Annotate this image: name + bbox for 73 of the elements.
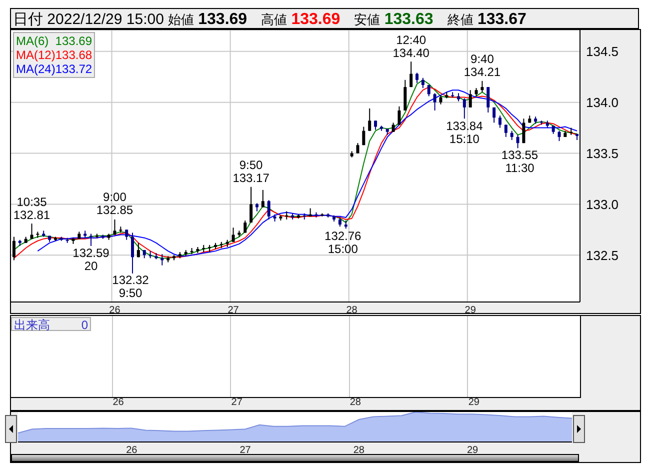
text: 高値 133.69 bbox=[261, 11, 340, 28]
candlestick bbox=[392, 122, 395, 132]
candlestick bbox=[462, 98, 466, 120]
text: 安値 133.63 bbox=[354, 11, 434, 28]
candlestick bbox=[90, 233, 93, 246]
annotation: 132.59 20 bbox=[72, 246, 110, 273]
candlestick bbox=[433, 92, 436, 111]
candlestick bbox=[267, 200, 270, 220]
candlestick bbox=[492, 106, 496, 124]
x-tick-label: 27 bbox=[228, 305, 240, 316]
candlestick bbox=[125, 229, 128, 240]
annotation: 9:50 133.17 bbox=[232, 158, 270, 185]
candlestick bbox=[421, 77, 424, 89]
candlestick bbox=[410, 61, 413, 88]
candlestick bbox=[510, 130, 514, 141]
candlestick bbox=[374, 120, 378, 130]
candlestick bbox=[261, 189, 264, 208]
annotation: 9:40 134.21 bbox=[462, 52, 502, 79]
category-label: 26 bbox=[112, 397, 124, 408]
candlestick bbox=[113, 218, 116, 236]
y-tick-label: 132.5 bbox=[586, 248, 619, 263]
chart-title: 日付 2022/12/29 15:00 bbox=[13, 11, 164, 28]
annotation: 133.55 11:30 bbox=[500, 148, 540, 176]
candlestick bbox=[522, 118, 526, 144]
y-tick-label: 134.5 bbox=[586, 44, 619, 60]
candlestick bbox=[558, 130, 561, 142]
text: 出来高 0 bbox=[14, 318, 88, 332]
annotation: 133.84 15:10 bbox=[445, 118, 484, 146]
text: 終値 133.67 bbox=[447, 11, 526, 28]
candlestick bbox=[356, 142, 360, 154]
candlestick bbox=[250, 186, 253, 224]
annotation: 132.76 15:00 bbox=[324, 228, 362, 256]
text: MA(12) bbox=[16, 48, 56, 62]
annotation: 133.68 bbox=[55, 48, 92, 62]
candlestick bbox=[516, 134, 520, 149]
y-tick-label: 133.5 bbox=[586, 146, 619, 161]
candlestick bbox=[404, 79, 407, 111]
candlestick bbox=[427, 84, 430, 97]
candlestick bbox=[439, 94, 442, 105]
candlestick bbox=[416, 72, 419, 84]
category-label: 27 bbox=[231, 397, 242, 408]
annotation: 12:40 134.40 bbox=[392, 32, 430, 60]
candlestick bbox=[136, 242, 140, 258]
candlestick bbox=[232, 227, 235, 242]
y-tick-label: 134.0 bbox=[586, 94, 619, 110]
text: MA(24) bbox=[16, 62, 56, 76]
candlestick bbox=[468, 90, 472, 108]
candlestick bbox=[486, 86, 490, 114]
candlestick bbox=[368, 108, 372, 132]
category-label: 28 bbox=[350, 397, 361, 408]
x-tick-label: 27 bbox=[240, 445, 252, 456]
text: 始値 133.69 bbox=[168, 11, 248, 28]
candlestick bbox=[498, 115, 502, 128]
x-tick-label: 29 bbox=[467, 445, 479, 456]
y-tick-label: 133.0 bbox=[586, 196, 619, 212]
annotation: 133.69 bbox=[55, 34, 92, 48]
candlestick bbox=[398, 106, 401, 126]
x-tick-label: 28 bbox=[353, 445, 365, 456]
candlestick bbox=[338, 216, 342, 228]
candlestick bbox=[131, 232, 134, 274]
text: MA(6) bbox=[16, 34, 49, 48]
candlestick bbox=[504, 124, 508, 138]
candlestick bbox=[244, 220, 247, 234]
candlestick bbox=[362, 126, 366, 146]
candlestick bbox=[30, 223, 34, 240]
candlestick bbox=[480, 80, 484, 93]
candlestick bbox=[160, 254, 164, 266]
x-tick-label: 26 bbox=[126, 445, 138, 456]
category-label: 29 bbox=[468, 397, 480, 408]
annotation: 133.72 bbox=[55, 62, 92, 76]
annotation: 9:00 132.85 bbox=[95, 190, 134, 218]
annotation: 10:35 132.81 bbox=[12, 194, 52, 222]
annotation: 132.32 9:50 bbox=[111, 273, 150, 300]
